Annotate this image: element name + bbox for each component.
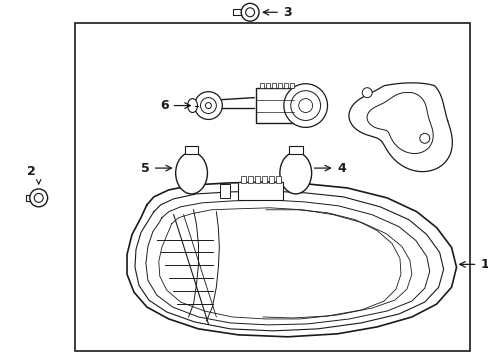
- Ellipse shape: [187, 99, 197, 113]
- Bar: [265, 83, 269, 88]
- Circle shape: [30, 189, 47, 207]
- Bar: [220, 184, 230, 198]
- Bar: [184, 146, 198, 154]
- Bar: [238, 182, 282, 200]
- Bar: [275, 176, 280, 183]
- Bar: [262, 176, 266, 183]
- Bar: [277, 83, 281, 88]
- Bar: [75, 23, 469, 351]
- Bar: [241, 176, 245, 183]
- Bar: [289, 83, 293, 88]
- Text: 5: 5: [141, 162, 171, 175]
- Bar: [233, 9, 244, 15]
- Circle shape: [200, 98, 216, 113]
- Bar: [271, 83, 275, 88]
- Ellipse shape: [279, 152, 311, 194]
- Circle shape: [290, 91, 320, 121]
- Bar: [255, 176, 260, 183]
- Circle shape: [419, 133, 429, 143]
- Text: 3: 3: [263, 6, 291, 19]
- Circle shape: [283, 84, 327, 127]
- Text: 6: 6: [160, 99, 190, 112]
- Bar: [247, 176, 253, 183]
- Circle shape: [205, 103, 211, 109]
- Text: 1: 1: [459, 258, 488, 271]
- Bar: [268, 176, 273, 183]
- Circle shape: [245, 8, 254, 17]
- Bar: [256, 88, 293, 123]
- Bar: [283, 83, 287, 88]
- Bar: [26, 195, 33, 201]
- Circle shape: [241, 3, 259, 21]
- Circle shape: [194, 92, 222, 120]
- Ellipse shape: [175, 152, 207, 194]
- Text: 4: 4: [314, 162, 346, 175]
- Circle shape: [298, 99, 312, 113]
- Bar: [260, 83, 264, 88]
- Circle shape: [362, 88, 371, 98]
- Circle shape: [34, 193, 43, 202]
- Bar: [288, 146, 302, 154]
- Text: 2: 2: [27, 165, 36, 178]
